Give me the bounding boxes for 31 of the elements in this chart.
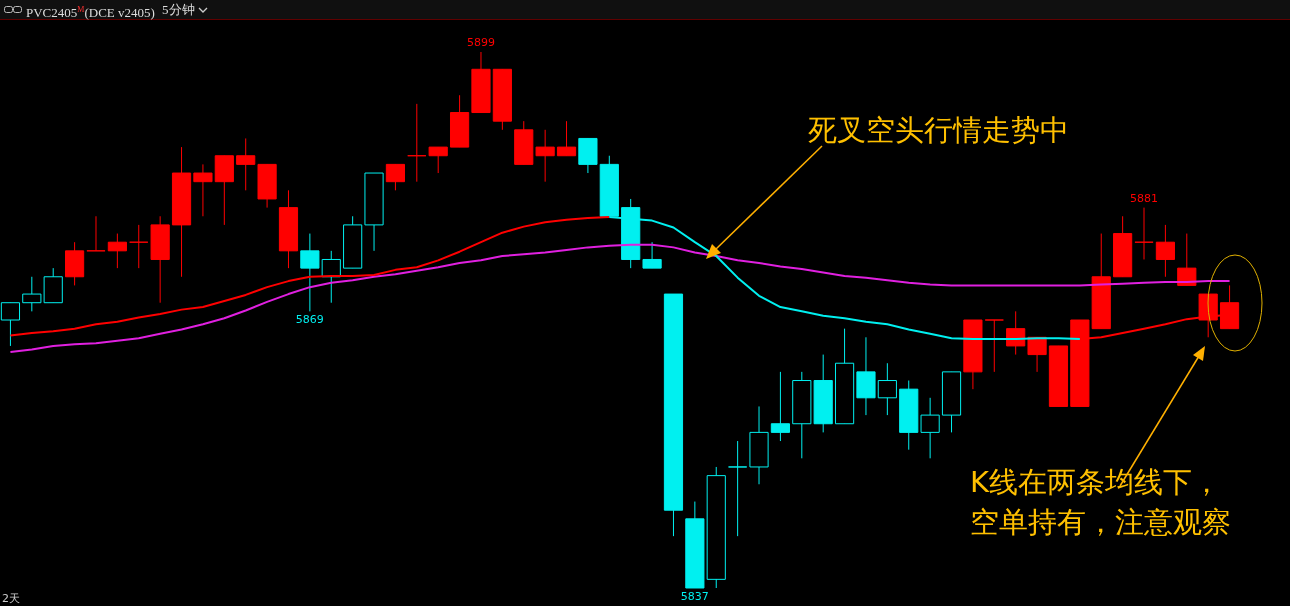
candlestick <box>385 163 406 191</box>
candlestick <box>920 397 940 459</box>
candlestick <box>107 233 127 269</box>
candlestick <box>1155 224 1175 278</box>
annotation: 5837 <box>680 590 709 603</box>
candlestick <box>728 440 748 537</box>
candlestick <box>407 103 427 183</box>
candlestick <box>300 233 320 312</box>
candlestick <box>129 224 149 269</box>
candlestick <box>984 319 1004 373</box>
annotation: 5881 <box>1130 191 1159 205</box>
annotation: 5869 <box>295 313 324 327</box>
candlestick <box>770 371 790 442</box>
candlestick <box>556 120 577 157</box>
candlestick <box>1177 233 1197 286</box>
annotation: 死叉空头行情走势中 <box>808 112 1069 149</box>
candlestick <box>428 146 448 174</box>
candlestick <box>86 215 106 252</box>
candlestick <box>1134 207 1154 260</box>
chart-subtitle: 5分钟 <box>162 1 195 19</box>
text: 2天 <box>2 591 20 606</box>
candlestick <box>1006 310 1026 356</box>
annotation: 空单持有，注意观察 <box>970 504 1231 541</box>
candlestick <box>535 129 555 183</box>
chart-title: PVC2405$^{M}$(DCE v2405) <box>26 4 155 23</box>
annotation: 5899 <box>466 36 495 49</box>
candlestick <box>642 241 662 269</box>
candlestick <box>236 137 256 191</box>
annotation: K线在两条均线下， <box>970 464 1222 501</box>
candlestick <box>877 362 897 416</box>
candlestick <box>193 163 213 217</box>
